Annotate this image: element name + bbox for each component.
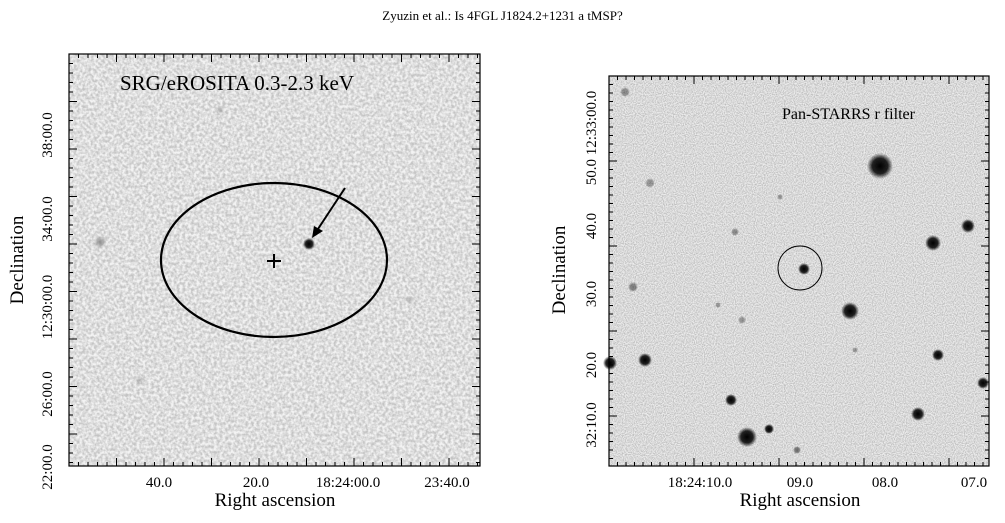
right-xtick: 07.0	[961, 475, 987, 491]
right-plot-area	[603, 75, 990, 467]
right-ytick: 20.0	[584, 352, 600, 378]
left-xtick: 40.0	[146, 475, 172, 491]
xray-source	[303, 238, 315, 250]
gamma-position-cross	[267, 254, 281, 268]
left-xtick: 18:24:00.0	[316, 475, 381, 491]
left-ylabel: Declination	[7, 215, 28, 304]
right-xlabel: Right ascension	[740, 490, 861, 511]
left-panel-label: SRG/eROSITA 0.3-2.3 keV	[120, 71, 354, 95]
right-xtick: 09.0	[787, 475, 813, 491]
right-xtick: 08.0	[872, 475, 898, 491]
left-xlabel: Right ascension	[215, 490, 336, 511]
right-xtick: 18:24:10.0	[668, 475, 733, 491]
stars	[603, 87, 989, 454]
left-ytick: 12:30:00.0	[40, 275, 56, 340]
left-ytick: 34:00.0	[40, 196, 56, 241]
right-ytick: 32:10.0	[584, 402, 600, 447]
left-ytick: 22:00.0	[40, 444, 56, 489]
left-plot-area	[68, 53, 481, 467]
right-panel-label: Pan-STARRS r filter	[782, 106, 916, 123]
running-title: Zyuzin et al.: Is 4FGL J1824.2+1231 a tM…	[382, 8, 623, 23]
left-ytick: 26:00.0	[40, 371, 56, 416]
right-ytick: 50.0 12:33:00.0	[584, 91, 600, 186]
target-circle	[777, 245, 823, 291]
right-ytick: 30.0	[584, 281, 600, 307]
right-ylabel: Declination	[549, 225, 570, 314]
left-ytick: 38:00.0	[40, 112, 56, 157]
left-xtick: 23:40.0	[424, 475, 469, 491]
left-xtick: 20.0	[243, 475, 269, 491]
gamma-error-ellipse	[159, 181, 389, 339]
source-arrow	[312, 187, 346, 238]
right-ytick: 40.0	[584, 213, 600, 239]
